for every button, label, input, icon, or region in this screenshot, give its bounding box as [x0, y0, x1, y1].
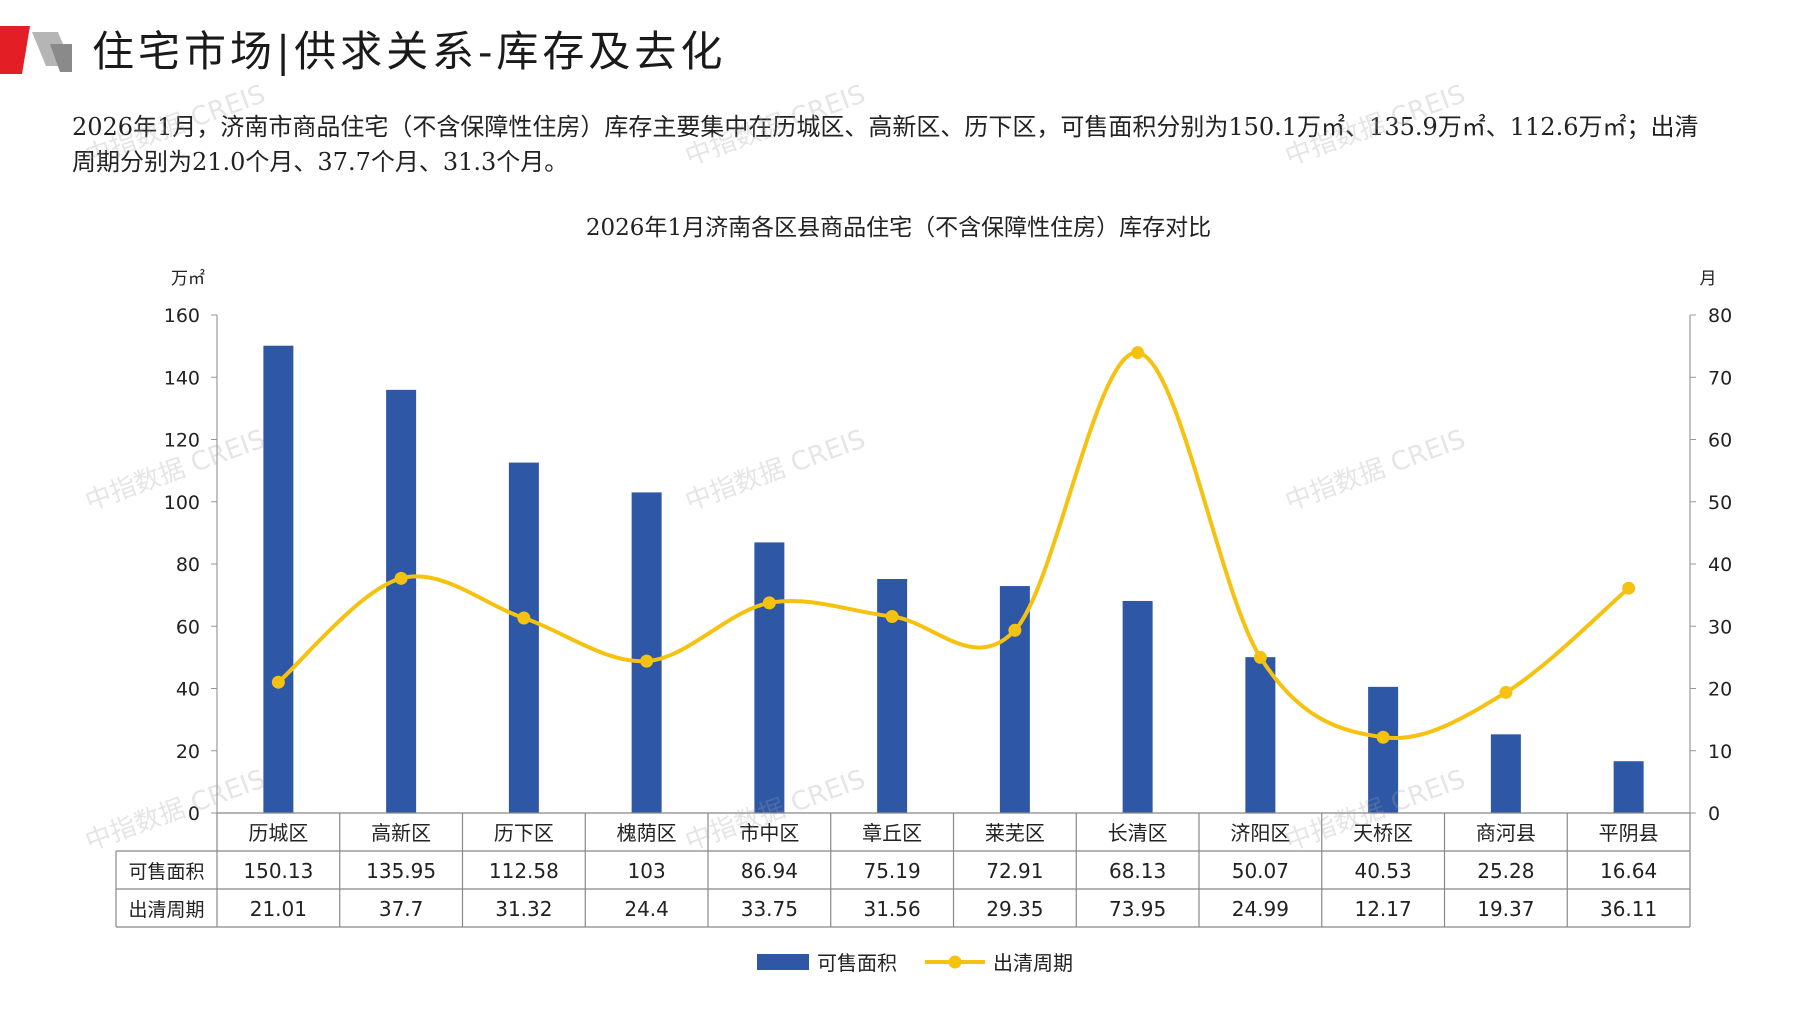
- bar: [754, 542, 785, 813]
- y-left-tick-label: 0: [188, 803, 200, 825]
- y-right-tick-label: 0: [1708, 803, 1720, 825]
- table-row-header: 可售面积: [128, 861, 204, 883]
- bar: [508, 462, 539, 813]
- y-left-tick-label: 20: [176, 741, 200, 763]
- table-cell-area: 103: [628, 859, 666, 883]
- y-left-tick-label: 120: [164, 430, 200, 452]
- x-category-label: 天桥区: [1353, 821, 1413, 845]
- legend-bar-label: 可售面积: [817, 951, 897, 975]
- x-category-label: 济阳区: [1230, 821, 1290, 845]
- table-cell-area: 112.58: [489, 859, 559, 883]
- x-category-label: 槐荫区: [617, 821, 677, 845]
- bar: [1490, 734, 1521, 813]
- table-cell-period: 73.95: [1109, 897, 1166, 921]
- table-cell-period: 33.75: [741, 897, 798, 921]
- y-right-tick-label: 50: [1708, 492, 1732, 514]
- summary-paragraph: 2026年1月，济南市商品住宅（不含保障性住房）库存主要集中在历城区、高新区、历…: [72, 113, 1699, 176]
- y-left-tick-label: 160: [164, 305, 200, 327]
- line-series-path: [277, 350, 1630, 741]
- bar: [1368, 686, 1399, 813]
- table-cell-area: 16.64: [1600, 859, 1657, 883]
- table-cell-period: 31.32: [495, 897, 552, 921]
- y-left-tick-label: 80: [176, 554, 200, 576]
- brand-logo-icon: [0, 26, 72, 74]
- line-point: [517, 611, 531, 625]
- bar: [631, 492, 662, 813]
- bar: [386, 389, 417, 813]
- y-right-tick-label: 60: [1708, 430, 1732, 452]
- table-cell-period: 19.37: [1477, 897, 1534, 921]
- y-right-tick-label: 10: [1708, 741, 1732, 763]
- bar: [1245, 657, 1276, 813]
- bar: [1613, 761, 1644, 813]
- table-cell-period: 21.01: [250, 897, 307, 921]
- line-point: [394, 571, 408, 585]
- table-row-header: 出清周期: [128, 899, 204, 921]
- bar: [999, 586, 1030, 813]
- table-cell-period: 24.4: [624, 897, 669, 921]
- y-right-tick-label: 20: [1708, 679, 1732, 701]
- y-left-unit: 万㎡: [171, 269, 205, 289]
- table-cell-period: 37.7: [379, 897, 424, 921]
- table-cell-period: 12.17: [1354, 897, 1411, 921]
- x-category-label: 长清区: [1108, 821, 1168, 845]
- table-cell-area: 25.28: [1477, 859, 1534, 883]
- line-point: [1131, 346, 1145, 360]
- x-category-label: 平阴县: [1599, 821, 1659, 845]
- legend-line-marker: [948, 955, 962, 969]
- legend-line-label: 出清周期: [993, 951, 1073, 975]
- chart-title: 2026年1月济南各区县商品住宅（不含保障性住房）库存对比: [585, 215, 1212, 241]
- x-category-label: 章丘区: [862, 821, 922, 845]
- x-category-label: 市中区: [739, 821, 799, 845]
- table-cell-area: 135.95: [366, 859, 436, 883]
- table-cell-area: 72.91: [986, 859, 1043, 883]
- x-category-label: 历下区: [494, 821, 554, 845]
- logo-dark-shape: [50, 44, 72, 72]
- y-right-tick-label: 30: [1708, 616, 1732, 638]
- line-point: [1253, 650, 1267, 664]
- table-cell-period: 31.56: [863, 897, 920, 921]
- line-point: [762, 596, 776, 610]
- line-point: [1008, 623, 1022, 637]
- line-point: [885, 610, 899, 624]
- y-right-unit: 月: [1700, 269, 1717, 289]
- table-cell-area: 40.53: [1354, 859, 1411, 883]
- y-left-tick-label: 60: [176, 616, 200, 638]
- table-cell-area: 75.19: [863, 859, 920, 883]
- logo-red-shape: [0, 26, 30, 74]
- table-cell-area: 68.13: [1109, 859, 1166, 883]
- x-category-label: 高新区: [371, 821, 431, 845]
- x-category-label: 历城区: [248, 821, 308, 845]
- y-right-tick-label: 40: [1708, 554, 1732, 576]
- line-point: [1499, 685, 1513, 699]
- table-cell-area: 150.13: [243, 859, 313, 883]
- y-left-tick-label: 40: [176, 679, 200, 701]
- page-title: 住宅市场|供求关系-库存及去化: [92, 27, 727, 76]
- table-cell-area: 50.07: [1232, 859, 1289, 883]
- line-point: [1622, 581, 1636, 595]
- x-category-label: 商河县: [1476, 821, 1536, 845]
- y-left-tick-label: 100: [164, 492, 200, 514]
- y-right-tick-label: 80: [1708, 305, 1732, 327]
- line-point: [640, 654, 654, 668]
- table-cell-period: 29.35: [986, 897, 1043, 921]
- table-cell-period: 36.11: [1600, 897, 1657, 921]
- bar: [263, 345, 294, 813]
- y-right-tick-label: 70: [1708, 367, 1732, 389]
- table-cell-period: 24.99: [1232, 897, 1289, 921]
- line-point: [1376, 730, 1390, 744]
- table-cell-area: 86.94: [741, 859, 798, 883]
- y-left-tick-label: 140: [164, 367, 200, 389]
- x-category-label: 莱芜区: [985, 821, 1045, 845]
- bar: [1122, 600, 1153, 813]
- line-point: [271, 675, 285, 689]
- legend-bar-swatch: [757, 954, 809, 970]
